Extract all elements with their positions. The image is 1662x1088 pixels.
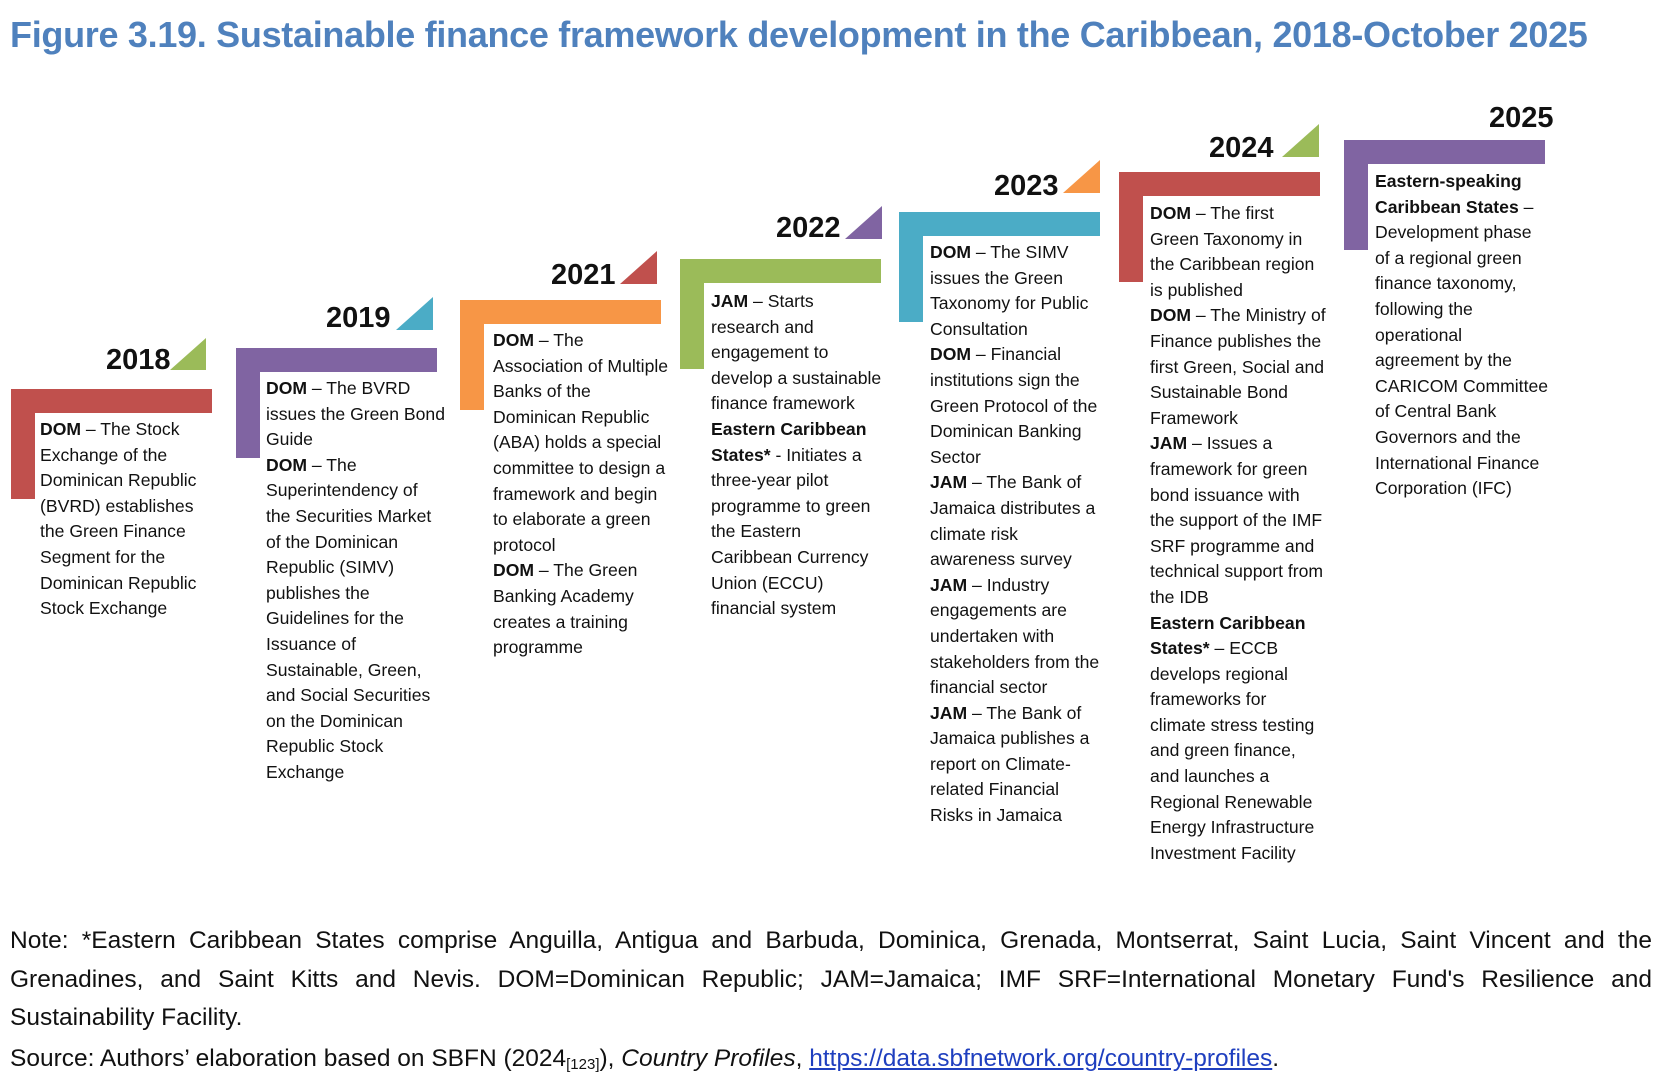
entry-label: Eastern Caribbean States* <box>1150 612 1306 659</box>
source-comma: , <box>795 1045 810 1072</box>
stage-description: DOM – The Stock Exchange of the Dominica… <box>40 417 215 622</box>
stage-entry: JAM – The Bank of Jamaica publishes a re… <box>930 701 1102 829</box>
step-bar <box>236 348 437 372</box>
stage-entry: DOM – The Ministry of Finance publishes … <box>1150 303 1326 431</box>
entry-label: JAM <box>1150 433 1188 454</box>
year-label: 2019 <box>326 302 391 334</box>
entry-label: DOM <box>266 378 308 398</box>
step-bar-vertical <box>1119 172 1143 282</box>
entry-text: – The Bank of Jamaica publishes a report… <box>930 702 1090 826</box>
entry-text: – Development phase of a regional green … <box>1375 196 1549 499</box>
source-ref: [123] <box>566 1056 600 1073</box>
entry-text: – The first Green Taxonomy in the Caribb… <box>1150 203 1315 300</box>
entry-label: JAM <box>930 702 968 723</box>
entry-text: – The BVRD issues the Green Bond Guide <box>266 378 445 450</box>
stage-entry: JAM – Issues a framework for green bond … <box>1150 431 1326 610</box>
entry-label: DOM <box>930 344 972 365</box>
entry-text: – The Green Banking Academy creates a tr… <box>493 560 638 658</box>
source-prefix: Source: Authors’ elaboration based on SB… <box>10 1045 567 1072</box>
entry-text: – Financial institutions sign the Green … <box>930 344 1098 467</box>
source-end: . <box>1272 1045 1280 1072</box>
stage-description: DOM – The first Green Taxonomy in the Ca… <box>1150 201 1326 866</box>
source-middle: ), <box>599 1045 622 1072</box>
stage-entry: DOM – The Superintendency of the Securit… <box>266 453 446 786</box>
entry-label: DOM <box>493 330 535 350</box>
entry-text: – Starts research and engagement to deve… <box>711 291 882 414</box>
entry-text: – The SIMV issues the Green Taxonomy for… <box>930 242 1089 339</box>
step-bar-vertical <box>680 259 704 369</box>
entry-label: DOM <box>493 560 535 581</box>
step-bar-vertical <box>236 348 260 458</box>
entry-text: – Issues a framework for green bond issu… <box>1150 433 1324 607</box>
stage-entry: Eastern-speaking Caribbean States – Deve… <box>1375 169 1551 502</box>
entry-label: DOM <box>40 419 82 439</box>
stage-entry: Eastern Caribbean States* – ECCB develop… <box>1150 611 1326 867</box>
stage-entry: DOM – The Stock Exchange of the Dominica… <box>40 417 215 622</box>
step-triangle-icon <box>620 251 657 284</box>
stage-description: DOM – The BVRD issues the Green Bond Gui… <box>266 376 446 786</box>
stage-description: JAM – Starts research and engagement to … <box>711 289 883 622</box>
note-text: Note: *Eastern Caribbean States comprise… <box>10 927 1652 1031</box>
step-bar <box>460 300 661 324</box>
entry-label: DOM <box>266 454 308 475</box>
step-triangle-icon <box>396 297 433 330</box>
step-bar <box>1344 140 1545 164</box>
stage-description: DOM – The Association of Multiple Banks … <box>493 328 673 661</box>
step-bar <box>680 259 881 283</box>
source-italic: Country Profiles <box>621 1045 796 1072</box>
entry-label: JAM <box>711 291 749 311</box>
entry-label: DOM <box>930 242 972 262</box>
stage-entry: JAM – Industry engagements are undertake… <box>930 573 1102 701</box>
step-triangle-icon <box>1063 160 1100 193</box>
stage-entry: JAM – Starts research and engagement to … <box>711 289 883 417</box>
entry-text: – The Bank of Jamaica distributes a clim… <box>930 472 1096 570</box>
stage-entry: DOM – The Association of Multiple Banks … <box>493 328 673 558</box>
entry-text: – The Ministry of Finance publishes the … <box>1150 305 1326 428</box>
step-triangle-icon <box>170 338 206 370</box>
source-line: Source: Authors’ elaboration based on SB… <box>10 1040 1652 1084</box>
stage-entry: DOM – The SIMV issues the Green Taxonomy… <box>930 240 1102 342</box>
entry-text: – The Superintendency of the Securities … <box>266 454 432 782</box>
step-bar-vertical <box>899 212 923 322</box>
source-link[interactable]: https://data.sbfnetwork.org/country-prof… <box>809 1045 1273 1072</box>
year-label: 2025 <box>1489 102 1554 134</box>
step-bar <box>899 212 1100 236</box>
step-bar-vertical <box>1344 140 1368 250</box>
step-triangle-icon <box>845 206 882 239</box>
stage-description: DOM – The SIMV issues the Green Taxonomy… <box>930 240 1102 829</box>
entry-label: DOM <box>1150 203 1192 223</box>
entry-text: – The Stock Exchange of the Dominican Re… <box>40 419 197 619</box>
stage-entry: JAM – The Bank of Jamaica distributes a … <box>930 470 1102 572</box>
entry-label: Eastern Caribbean States* <box>711 418 867 465</box>
step-bar <box>1119 172 1320 196</box>
step-triangle-icon <box>1282 124 1319 157</box>
step-bar-vertical <box>460 300 484 410</box>
entry-text: – ECCB develops regional frameworks for … <box>1150 638 1315 863</box>
entry-text: – Industry engagements are undertaken wi… <box>930 574 1100 698</box>
year-label: 2022 <box>776 212 841 244</box>
entry-text: – The Association of Multiple Banks of t… <box>493 330 669 555</box>
entry-text: - Initiates a three-year pilot programme… <box>711 444 871 619</box>
stage-entry: DOM – The BVRD issues the Green Bond Gui… <box>266 376 446 453</box>
entry-label: JAM <box>930 472 968 493</box>
figure-title: Figure 3.19. Sustainable finance framewo… <box>10 14 1588 55</box>
stage-entry: DOM – The Green Banking Academy creates … <box>493 558 673 660</box>
entry-label: Eastern-speaking Caribbean States <box>1375 171 1522 217</box>
entry-label: JAM <box>930 574 968 595</box>
stage-entry: DOM – Financial institutions sign the Gr… <box>930 342 1102 470</box>
step-bar-vertical <box>11 389 35 499</box>
year-label: 2024 <box>1209 132 1274 164</box>
stage-entry: Eastern Caribbean States* - Initiates a … <box>711 417 883 622</box>
step-bar <box>11 389 212 413</box>
year-label: 2018 <box>106 344 171 376</box>
year-label: 2021 <box>551 259 616 291</box>
stage-description: Eastern-speaking Caribbean States – Deve… <box>1375 169 1551 502</box>
stage-entry: DOM – The first Green Taxonomy in the Ca… <box>1150 201 1326 303</box>
entry-label: DOM <box>1150 305 1192 326</box>
year-label: 2023 <box>994 170 1059 202</box>
